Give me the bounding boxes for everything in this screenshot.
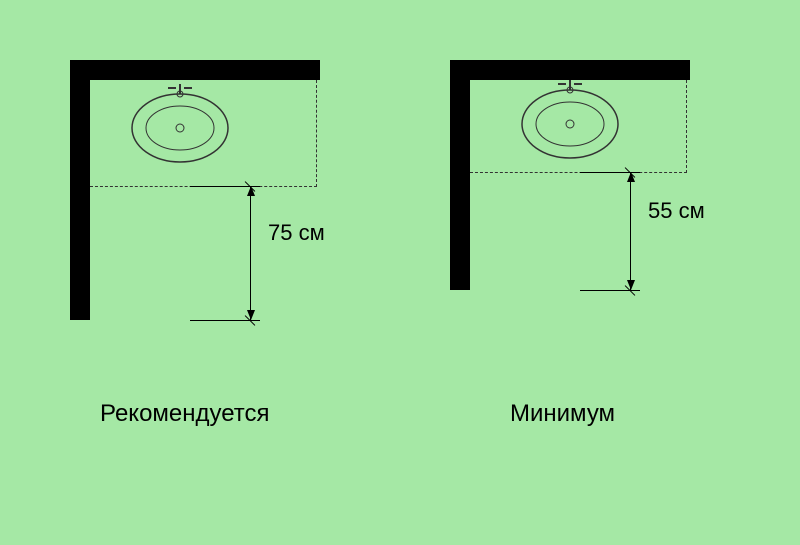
wall-top: [70, 60, 320, 80]
dim-label: 55 см: [648, 198, 705, 224]
sink-icon: [490, 78, 650, 164]
diagram-recommended: 75 см Рекомендуется: [70, 60, 330, 460]
caption-recommended: Рекомендуется: [100, 400, 270, 428]
wall-top: [450, 60, 690, 80]
dim-line: [630, 172, 631, 290]
dim-line: [250, 186, 251, 320]
dim-label: 75 см: [268, 220, 325, 246]
caption-minimum: Минимум: [510, 400, 615, 428]
wall-left: [70, 60, 90, 320]
diagram-minimum: 55 см Минимум: [450, 60, 710, 460]
wall-left: [450, 60, 470, 290]
sink-icon: [100, 80, 260, 170]
